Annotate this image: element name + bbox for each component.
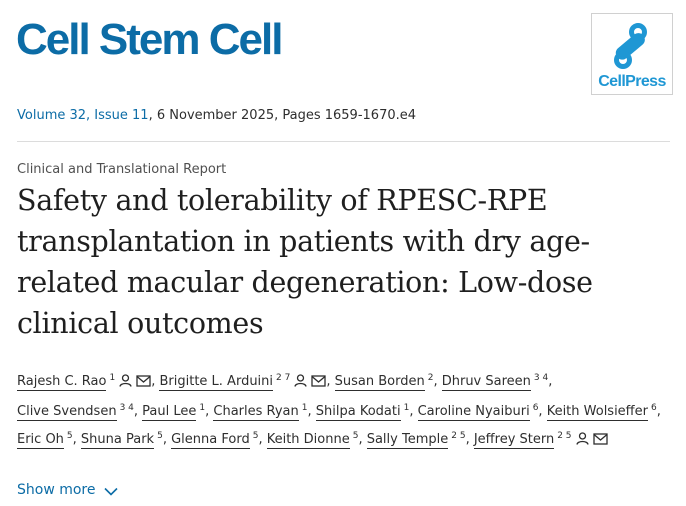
author-separator: , [205, 404, 214, 419]
author-name-link[interactable]: Brigitte L. Arduini [159, 374, 274, 391]
affiliation-marker[interactable]: 5 [157, 431, 163, 441]
mail-icon[interactable] [311, 372, 327, 396]
chevron-down-icon [103, 487, 118, 496]
cellpress-logo[interactable]: CellPress [591, 13, 673, 95]
author-item: Jeffrey Stern 2 5 [473, 431, 608, 449]
affiliation-marker[interactable]: 6 [650, 403, 657, 413]
author-name-link[interactable]: Sally Temple [366, 432, 449, 449]
author-item: Dhruv Sareen 3 4 [441, 373, 549, 391]
author-item: Eric Oh 5 [17, 431, 73, 449]
affiliation-marker[interactable]: 5 [252, 431, 259, 441]
author-name-link[interactable]: Rajesh C. Rao [17, 374, 107, 391]
author-name-link[interactable]: Paul Lee [142, 404, 197, 421]
person-icon[interactable] [119, 372, 132, 396]
author-separator: , [72, 432, 81, 447]
author-item: Susan Borden 2 [334, 373, 434, 391]
affiliation-marker[interactable]: 1 [301, 403, 308, 413]
author-separator: , [548, 374, 553, 389]
affiliation-marker[interactable]: 5 [352, 431, 359, 441]
affiliation-marker[interactable]: 2 [427, 373, 434, 383]
article-title: Safety and tolerability of RPESC-RPE tra… [17, 184, 593, 340]
author-separator: , [162, 432, 172, 447]
author-name-link[interactable]: Keith Dionne [266, 432, 350, 449]
affiliation-marker[interactable]: 2 7 [276, 373, 291, 383]
author-name-link[interactable]: Shilpa Kodati [315, 404, 401, 421]
author-item: Keith Wolsieffer 6 [546, 403, 657, 421]
author-name-link[interactable]: Eric Oh [17, 432, 64, 449]
author-name-link[interactable]: Glenna Ford [171, 432, 250, 449]
author-name-link[interactable]: Jeffrey Stern [473, 432, 555, 449]
mail-icon[interactable] [592, 430, 608, 454]
citation: Volume 32, Issue 11, 6 November 2025, Pa… [17, 108, 416, 123]
author-item: Shilpa Kodati 1 [315, 403, 410, 421]
author-item: Brigitte L. Arduini 2 7 [159, 373, 327, 391]
author-item: Charles Ryan 1 [213, 403, 308, 421]
affiliation-marker[interactable]: 1 [199, 403, 206, 413]
affiliation-marker[interactable]: 1 [109, 373, 116, 383]
author-separator: , [307, 404, 316, 419]
mail-icon[interactable] [136, 372, 151, 396]
author-separator: , [133, 404, 143, 419]
author-separator: , [656, 404, 661, 419]
show-more-label: Show more [17, 482, 96, 498]
citation-date-pages: , 6 November 2025, Pages 1659-1670.e4 [148, 108, 417, 123]
affiliation-marker[interactable]: 3 4 [119, 403, 134, 413]
cellpress-logo-text: CellPress [598, 73, 666, 90]
affiliation-marker[interactable]: 2 5 [557, 431, 572, 441]
author-separator: , [433, 374, 442, 389]
author-item: Keith Dionne 5 [266, 431, 359, 449]
divider [17, 141, 670, 142]
person-icon[interactable] [575, 430, 589, 454]
author-item: Caroline Nyaiburi 6 [417, 403, 539, 421]
author-separator: , [258, 432, 267, 447]
cellpress-logo-icon [614, 23, 647, 69]
author-separator: , [151, 374, 160, 389]
article-type: Clinical and Translational Report [17, 162, 227, 177]
show-more-button[interactable]: Show more [17, 482, 118, 498]
journal-title[interactable]: Cell Stem Cell [16, 15, 283, 64]
author-separator: , [409, 404, 418, 419]
author-name-link[interactable]: Keith Wolsieffer [546, 404, 648, 421]
author-item: Glenna Ford 5 [171, 431, 259, 449]
author-name-link[interactable]: Shuna Park [80, 432, 155, 449]
author-item: Clive Svendsen 3 4 [17, 403, 134, 421]
author-item: Paul Lee 1 [142, 403, 206, 421]
author-separator: , [465, 432, 474, 447]
affiliation-marker[interactable]: 6 [532, 403, 539, 413]
person-icon[interactable] [294, 372, 308, 396]
author-separator: , [358, 432, 367, 447]
author-name-link[interactable]: Caroline Nyaiburi [417, 404, 530, 421]
affiliation-marker[interactable]: 3 4 [533, 373, 549, 383]
affiliation-marker[interactable]: 1 [403, 403, 410, 413]
author-name-link[interactable]: Clive Svendsen [17, 404, 117, 421]
author-list: Rajesh C. Rao 1, Brigitte L. Arduini 2 7, … [17, 366, 667, 454]
affiliation-marker[interactable]: 2 5 [451, 431, 466, 441]
author-separator: , [538, 404, 547, 419]
affiliation-marker[interactable]: 5 [66, 431, 73, 441]
author-name-link[interactable]: Dhruv Sareen [441, 374, 531, 391]
author-item: Shuna Park 5 [80, 431, 163, 449]
author-item: Sally Temple 2 5 [366, 431, 466, 449]
author-item: Rajesh C. Rao 1 [17, 373, 151, 391]
author-separator: , [326, 374, 335, 389]
author-name-link[interactable]: Charles Ryan [213, 404, 299, 421]
author-name-link[interactable]: Susan Borden [334, 374, 425, 391]
volume-issue-link[interactable]: Volume 32, Issue 11 [17, 108, 149, 123]
